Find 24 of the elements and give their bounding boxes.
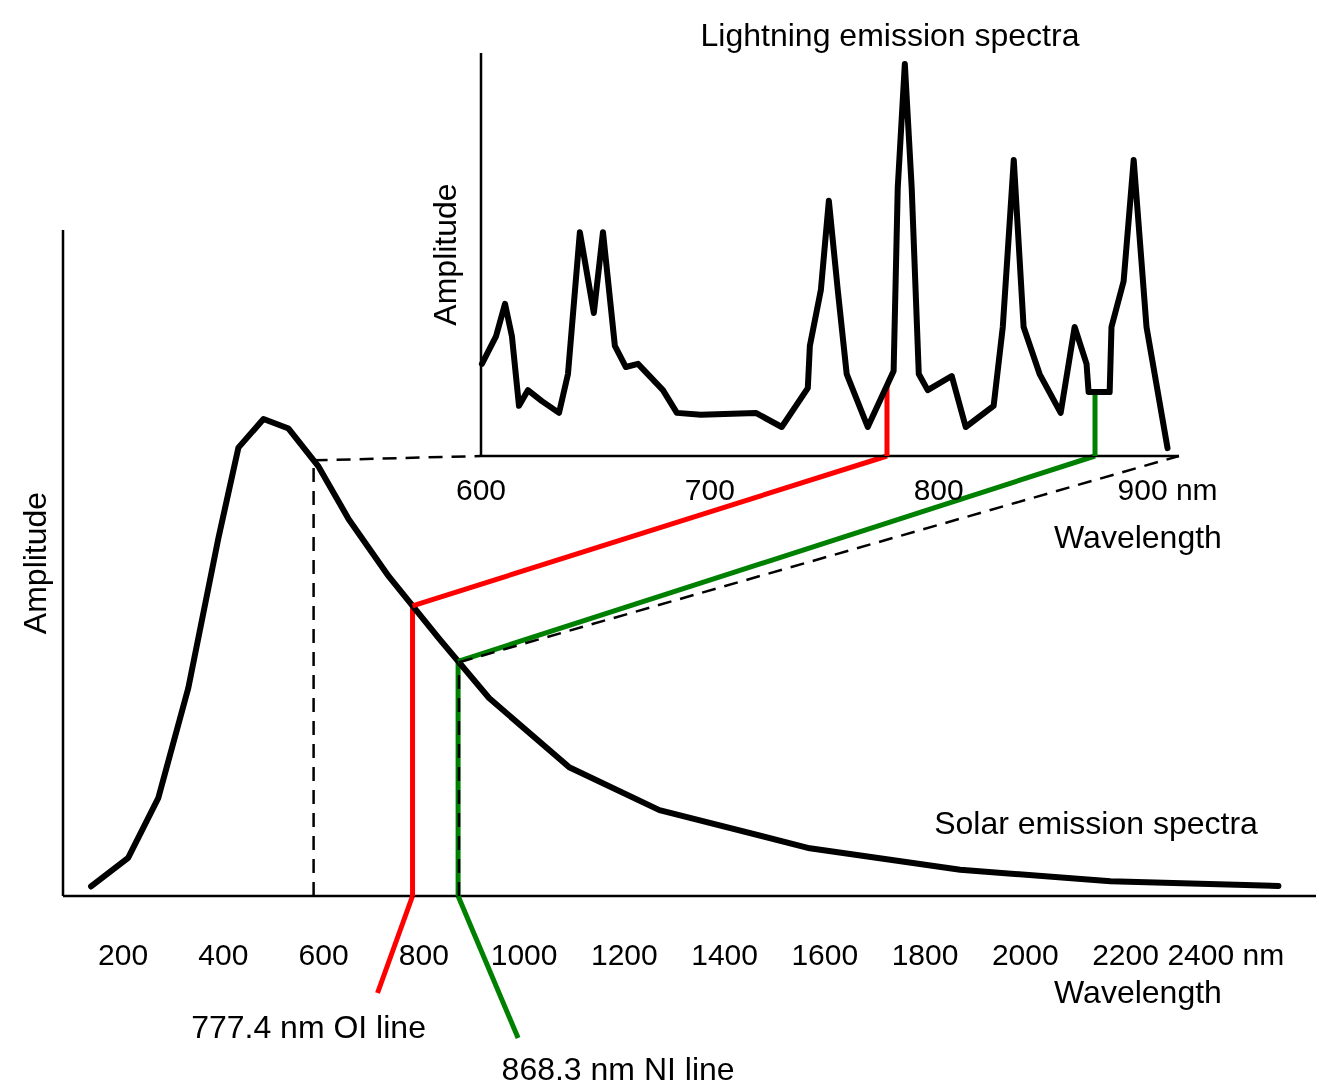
- ref-line-label: 777.4 nm OI line: [191, 1009, 426, 1045]
- x-tick-label: 1400: [691, 938, 758, 971]
- x-tick-label: 600: [455, 473, 507, 506]
- chart-title: Lightning emission spectra: [700, 17, 1080, 53]
- x-tick-label: 2200: [1092, 938, 1159, 971]
- x-tick-label: 1600: [791, 938, 859, 971]
- x-tick-label: 2000: [991, 938, 1059, 971]
- y-axis-title: Amplitude: [17, 491, 53, 635]
- x-tick-label: 600: [298, 938, 349, 971]
- x-axis-title: Wavelength: [1054, 974, 1222, 1010]
- x-axis-title: Wavelength: [1054, 519, 1222, 555]
- x-tick-label: 800: [398, 938, 449, 971]
- x-tick-label: 2400 nm: [1167, 938, 1285, 971]
- x-tick-label: 200: [98, 938, 149, 971]
- x-tick-label: 1200: [590, 938, 658, 971]
- x-tick-label: 400: [198, 938, 249, 971]
- x-tick-label: 700: [684, 473, 735, 506]
- y-axis-title: Amplitude: [427, 183, 463, 326]
- ref-line-label: 868.3 nm NI line: [501, 1051, 735, 1080]
- x-tick-label: 900 nm: [1117, 473, 1218, 506]
- series-label: Solar emission spectra: [934, 805, 1259, 841]
- x-tick-label: 800: [913, 473, 964, 506]
- x-tick-label: 1800: [891, 938, 959, 971]
- x-tick-label: 1000: [490, 938, 558, 971]
